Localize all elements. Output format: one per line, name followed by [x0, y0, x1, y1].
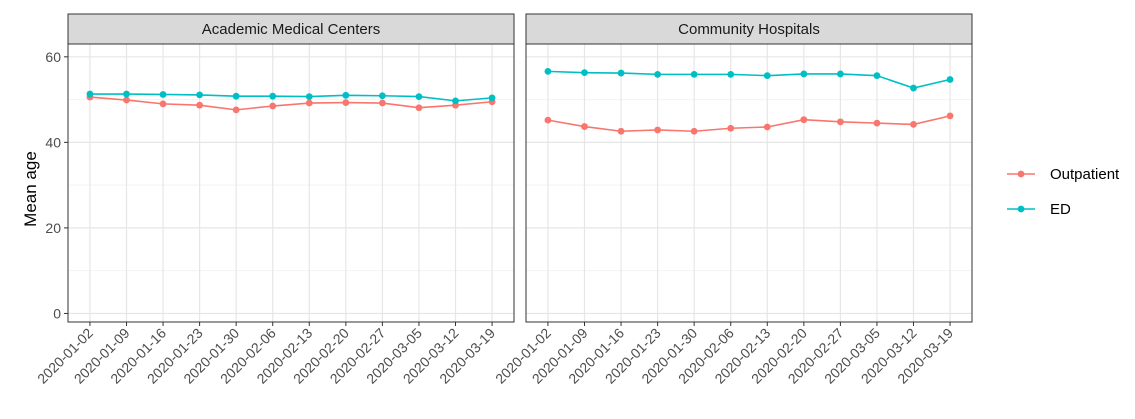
legend: Outpatient ED [1007, 166, 1120, 218]
data-point [269, 92, 277, 100]
data-point [196, 101, 204, 109]
data-point [763, 123, 771, 131]
data-point [581, 69, 588, 77]
data-point [836, 70, 844, 78]
legend-key-point [1017, 205, 1025, 213]
data-point [763, 72, 771, 80]
data-point [415, 104, 423, 112]
facet-panel: Academic Medical Centers02040602020-01-0… [34, 13, 515, 387]
y-tick-label: 40 [45, 134, 61, 150]
data-point [910, 121, 917, 128]
data-point [690, 127, 698, 135]
data-point [690, 70, 698, 78]
data-point [836, 118, 844, 126]
legend-label: ED [1050, 201, 1071, 218]
data-point [617, 127, 625, 135]
data-point [488, 94, 496, 102]
series-line [547, 70, 951, 89]
y-tick-label: 60 [45, 49, 61, 65]
data-point [378, 92, 386, 100]
series-line [89, 93, 493, 102]
data-point [269, 102, 277, 110]
data-point [342, 99, 350, 106]
data-point [415, 93, 423, 101]
data-point [800, 116, 808, 124]
data-point [946, 76, 954, 83]
legend-key-point [1017, 170, 1025, 178]
data-point [342, 91, 350, 99]
data-point [305, 99, 313, 107]
facet-strip [67, 13, 515, 45]
panel-border [67, 43, 515, 323]
data-point [86, 90, 94, 98]
data-point [727, 124, 735, 132]
y-tick-label: 20 [45, 220, 61, 236]
facet-strip [525, 13, 973, 45]
data-point [123, 96, 130, 104]
data-point [378, 99, 386, 107]
panel-border [525, 43, 973, 323]
data-point [800, 70, 808, 78]
data-point [232, 106, 240, 114]
y-tick-label: 0 [53, 305, 61, 321]
data-point [232, 92, 240, 100]
data-point [123, 90, 130, 98]
data-point [196, 91, 204, 99]
data-point [654, 70, 662, 78]
data-point [159, 91, 167, 98]
data-point [544, 67, 552, 75]
data-point [873, 72, 881, 80]
data-point [452, 97, 459, 105]
facet-strip-label: Academic Medical Centers [202, 21, 380, 38]
facet-strip-label: Community Hospitals [678, 21, 820, 38]
data-point [946, 112, 954, 120]
data-point [727, 70, 735, 78]
series-line [547, 115, 951, 133]
y-axis-title: Mean age [21, 151, 40, 227]
data-point [581, 123, 588, 130]
data-point [617, 69, 625, 77]
data-point [305, 93, 313, 101]
series-line [89, 96, 493, 111]
legend-label: Outpatient [1050, 166, 1120, 183]
facet-panel: Community Hospitals2020-01-022020-01-092… [492, 13, 973, 387]
data-point [159, 100, 167, 108]
facet-panels: Academic Medical Centers02040602020-01-0… [34, 13, 973, 387]
data-point [910, 84, 917, 92]
data-point [544, 116, 552, 124]
data-point [873, 119, 881, 127]
data-point [654, 126, 662, 134]
